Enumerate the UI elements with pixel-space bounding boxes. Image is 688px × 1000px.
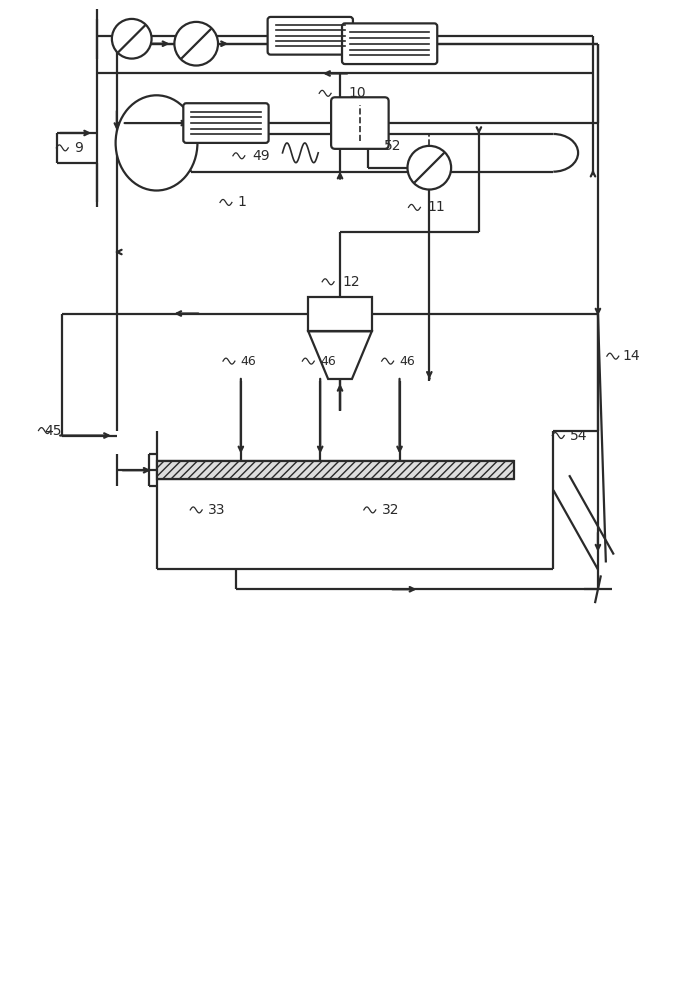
Text: 12: 12 [342,275,360,289]
Text: 46: 46 [320,355,336,368]
Circle shape [112,19,151,59]
Text: 46: 46 [241,355,257,368]
FancyBboxPatch shape [268,17,353,55]
Polygon shape [308,297,372,331]
Circle shape [174,22,218,66]
FancyBboxPatch shape [331,97,389,149]
Bar [157,461,514,479]
Text: 14: 14 [623,349,641,363]
Polygon shape [308,331,372,379]
Text: 46: 46 [400,355,416,368]
Text: 10: 10 [348,86,365,100]
FancyBboxPatch shape [342,23,438,64]
Text: 11: 11 [427,200,445,214]
FancyBboxPatch shape [183,103,268,143]
Text: 54: 54 [570,429,588,443]
Text: 49: 49 [252,149,270,163]
Ellipse shape [116,95,197,191]
Text: 45: 45 [45,424,62,438]
Text: 1: 1 [238,195,247,209]
Text: 32: 32 [382,503,399,517]
Text: 33: 33 [208,503,226,517]
Circle shape [407,146,451,190]
Text: 9: 9 [74,141,83,155]
Text: 52: 52 [384,139,401,153]
